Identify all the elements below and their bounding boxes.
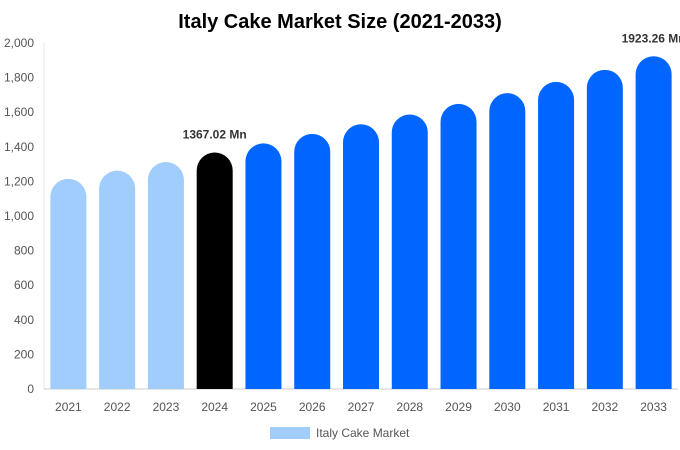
y-tick-label: 600 (14, 278, 34, 292)
x-tick-label: 2023 (153, 400, 180, 414)
bar-2021 (50, 178, 87, 389)
y-tick-label: 800 (14, 244, 34, 258)
legend: Italy Cake Market (270, 426, 410, 440)
y-tick-label: 200 (14, 347, 34, 361)
x-axis: 2021 2022 2023 2024 2025 2026 2027 2028 2029 2030… (44, 388, 678, 414)
x-tick-label: 2025 (250, 400, 277, 414)
bar-2022 (99, 170, 136, 389)
y-tick-label: 0 (27, 382, 34, 396)
bar-2027 (343, 124, 379, 390)
chart-title: Italy Cake Market Size (2021-2033) (178, 11, 502, 33)
data-labels: 1367.02 Mn 1923.26 Mn (183, 31, 680, 141)
y-tick-label: 1,800 (4, 71, 34, 85)
bar-2025 (245, 143, 282, 389)
data-label-2024: 1367.02 Mn (183, 128, 247, 142)
y-tick-label: 2,000 (4, 36, 34, 50)
bar-2023 (147, 162, 184, 389)
y-tick-label: 1,600 (4, 105, 34, 119)
bar-series (50, 56, 672, 390)
x-tick-label: 2033 (640, 400, 667, 414)
x-tick-label: 2021 (55, 400, 82, 414)
x-tick-label: 2022 (104, 400, 131, 414)
x-tick-label: 2031 (543, 400, 570, 414)
x-tick-label: 2029 (445, 400, 472, 414)
data-label-2033: 1923.26 Mn (622, 31, 680, 45)
y-tick-label: 1,400 (4, 140, 34, 154)
bar-2033 (635, 56, 672, 390)
bar-2029 (440, 103, 477, 390)
y-tick-label: 400 (14, 313, 34, 327)
legend-label: Italy Cake Market (316, 426, 410, 440)
y-axis: 0 200 400 600 800 1,000 1,200 1,400 1,600 1,800 2,… (4, 36, 45, 396)
bar-2030 (489, 93, 526, 390)
y-tick-label: 1,200 (4, 174, 34, 188)
bar-2026 (294, 133, 331, 389)
y-tick-label: 1,000 (4, 209, 34, 223)
bar-2031 (538, 81, 575, 390)
legend-swatch (270, 427, 310, 439)
x-tick-label: 2026 (299, 400, 326, 414)
bar-2024 (196, 152, 233, 389)
x-tick-label: 2030 (494, 400, 521, 414)
x-tick-label: 2027 (348, 400, 375, 414)
x-tick-label: 2032 (591, 400, 618, 414)
x-tick-label: 2028 (396, 400, 423, 414)
bar-2028 (391, 114, 428, 389)
bar-2032 (586, 69, 623, 389)
x-tick-label: 2024 (201, 400, 228, 414)
